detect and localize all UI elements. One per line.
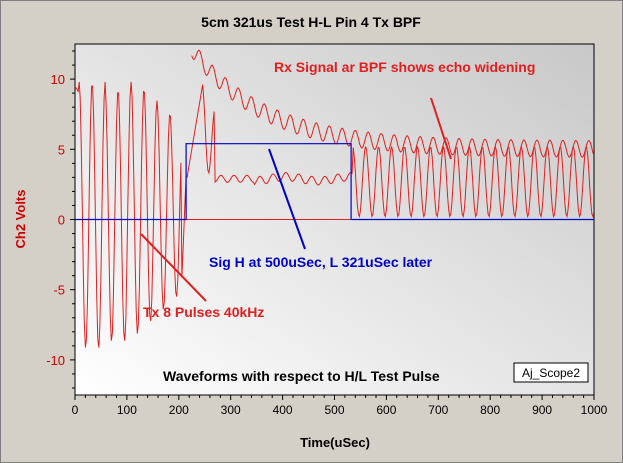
x-tick-label: 1000 — [581, 403, 608, 417]
x-tick-label: 800 — [480, 403, 500, 417]
y-tick-label: -10 — [46, 353, 65, 368]
y-tick-label: 5 — [58, 142, 65, 157]
y-tick-label: 10 — [51, 72, 65, 87]
series-ch2-trace — [75, 49, 594, 348]
x-tick-label: 400 — [273, 403, 293, 417]
x-tick-label: 500 — [324, 403, 344, 417]
x-axis: 0 100 200 300 400 500 600 700 800 900 1000 — [72, 395, 608, 417]
y-tick-label: 0 — [58, 213, 65, 228]
series-sig-h-trace — [75, 143, 594, 221]
annotation-sig-h: Sig H at 500uSec, L 321uSec later — [209, 254, 433, 270]
x-tick-label: 900 — [532, 403, 552, 417]
pointer-tx-pulses — [140, 233, 207, 302]
x-tick-label: 700 — [428, 403, 448, 417]
y-axis-label: Ch2 Volts — [13, 190, 28, 249]
x-tick-label: 600 — [376, 403, 396, 417]
annotation-waveforms-note: Waveforms with respect to H/L Test Pulse — [163, 368, 440, 384]
y-axis: -10 -5 0 5 10 — [46, 50, 75, 389]
x-tick-label: 0 — [72, 403, 79, 417]
x-tick-label: 100 — [117, 403, 137, 417]
scope-badge-label: Aj_Scope2 — [522, 366, 580, 380]
annotation-tx-pulses: Tx 8 Pulses 40kHz — [143, 304, 264, 320]
x-axis-label: Time(uSec) — [300, 435, 370, 450]
chart-title: 5cm 321us Test H-L Pin 4 Tx BPF — [201, 14, 421, 30]
scope-badge — [513, 362, 589, 383]
x-tick-label: 300 — [221, 403, 241, 417]
x-tick-label: 200 — [169, 403, 189, 417]
pointer-rx-signal — [430, 97, 452, 160]
pointer-sig-h — [268, 148, 306, 250]
y-tick-label: -5 — [53, 283, 65, 298]
annotation-rx-signal: Rx Signal ar BPF shows echo widening — [274, 59, 535, 75]
